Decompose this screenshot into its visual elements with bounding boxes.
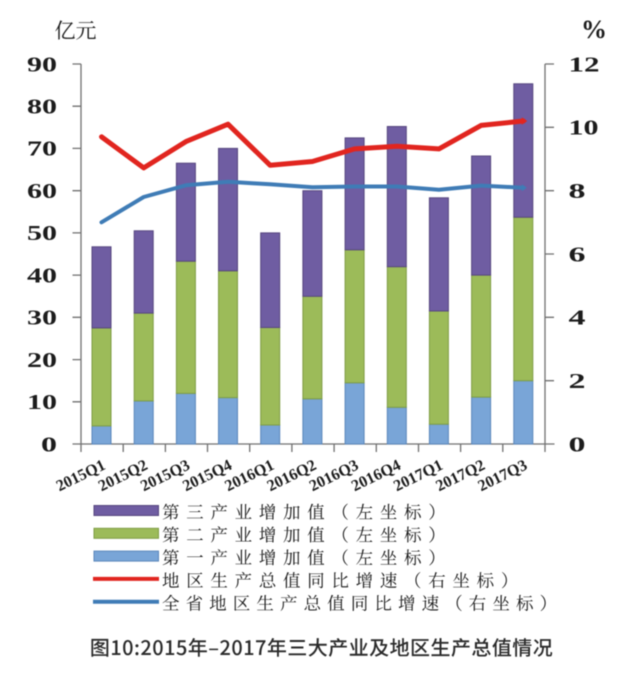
svg-text:60: 60 (27, 179, 57, 203)
svg-text:10: 10 (27, 390, 57, 414)
svg-text:40: 40 (27, 263, 57, 287)
svg-text:4: 4 (569, 306, 586, 330)
svg-text:20: 20 (27, 348, 57, 372)
svg-text:10: 10 (569, 116, 599, 140)
svg-text:2: 2 (569, 369, 586, 393)
svg-text:90: 90 (27, 52, 57, 76)
svg-text:80: 80 (27, 95, 57, 119)
svg-text:%: % (581, 15, 607, 44)
svg-text:50: 50 (27, 221, 57, 245)
svg-text:70: 70 (27, 137, 57, 161)
svg-text:0: 0 (569, 432, 586, 456)
svg-text:30: 30 (27, 306, 57, 330)
svg-text:8: 8 (569, 179, 586, 203)
svg-text:12: 12 (569, 52, 600, 76)
svg-text:6: 6 (569, 242, 586, 266)
svg-text:0: 0 (41, 432, 57, 456)
